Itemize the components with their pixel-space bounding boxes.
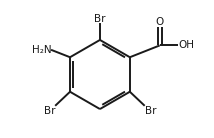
Text: Br: Br: [94, 14, 106, 24]
Text: H₂N: H₂N: [32, 45, 51, 55]
Text: Br: Br: [145, 106, 156, 116]
Text: O: O: [156, 17, 164, 27]
Text: Br: Br: [44, 106, 55, 116]
Text: OH: OH: [178, 40, 194, 51]
